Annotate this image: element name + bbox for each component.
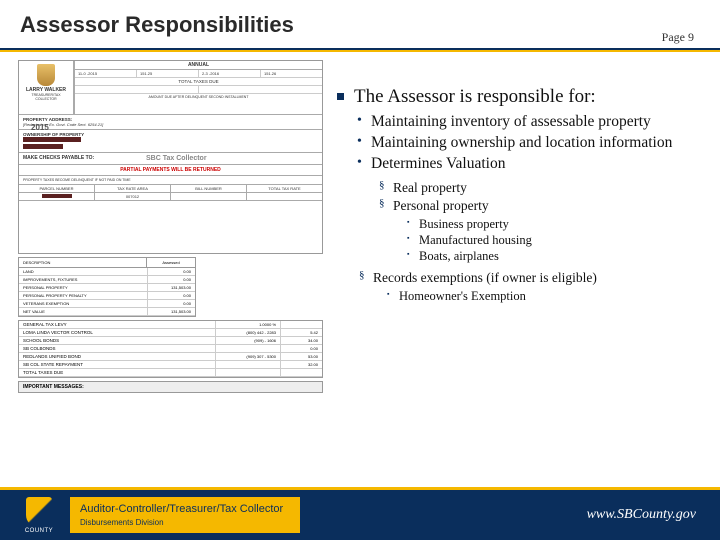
bullet-inventory: Maintaining inventory of assessable prop… — [357, 112, 702, 133]
col-rate-area: TAX RATE AREA — [95, 185, 171, 193]
amount-after-label: AMOUNT DUE AFTER DELINQUENT SECOND INSTA… — [75, 94, 322, 100]
bill-amt2: 151.26 — [261, 70, 322, 77]
footer-dept-sub: Disbursements Division — [80, 518, 290, 527]
assessed-table: DESCRIPTION Assessed LAND0.00IMPROVEMENT… — [18, 257, 196, 317]
sbc-payee: SBC Tax Collector — [146, 155, 207, 162]
table-row: LOMA LINDA VECTOR CONTROL(800) 442 - 228… — [19, 329, 322, 337]
important-msgs: IMPORTANT MESSAGES: — [18, 381, 323, 393]
table-row: SB COL STATE REPAYMENT32.00 — [19, 361, 322, 369]
bullet-ownership: Maintaining ownership and location infor… — [357, 133, 702, 154]
payto-label: MAKE CHECKS PAYABLE TO: — [23, 155, 94, 161]
county-seal-icon — [37, 64, 55, 86]
bullet-valuation: Determines Valuation — [357, 154, 702, 175]
sub-personal-property: Personal property — [379, 197, 702, 215]
table-row: SB COLBONDS0.00 — [19, 345, 322, 353]
table-row: IMPROVEMENTS, FIXTURES0.00 — [19, 276, 195, 284]
table-row: REDLANDS UNIFIED BOND(909) 307 - 530053.… — [19, 353, 322, 361]
prop-addr-val: [Redacted per Ex. Govt. Code Sect. 6254.… — [23, 122, 318, 127]
table-row: NET VALUE131,503.00 — [19, 308, 195, 316]
table-row: TOTAL TAXES DUE — [19, 369, 322, 377]
footer: COUNTY Auditor-Controller/Treasurer/Tax … — [0, 490, 720, 540]
tax-bill-image: 2015 LARRY WALKER TREASURER/TAX COLLECTO… — [18, 60, 323, 393]
page-title: Assessor Responsibilities — [20, 12, 700, 38]
table-row: PERSONAL PROPERTY PENALTY0.00 — [19, 292, 195, 300]
content-column: The Assessor is responsible for: Maintai… — [335, 60, 702, 393]
sub-mfg-housing: Manufactured housing — [407, 233, 702, 249]
levy-table: GENERAL TAX LEVY1.0000 %LOMA LINDA VECTO… — [18, 320, 323, 378]
assessor-role: TREASURER/TAX COLLECTOR — [21, 93, 71, 101]
square-bullet-icon — [337, 93, 344, 100]
sub-homeowner: Homeowner's Exemption — [387, 289, 702, 305]
col-bill-num: BILL NUMBER — [171, 185, 247, 193]
th-assessed: Assessed — [147, 258, 195, 267]
partial-warning: PARTIAL PAYMENTS WILL BE RETURNED — [19, 164, 322, 176]
sub-business: Business property — [407, 217, 702, 233]
col-parcel: PARCEL NUMBER — [19, 185, 95, 193]
footer-url: www.SBCounty.gov — [587, 507, 696, 523]
total-due-label: TOTAL TAXES DUE — [75, 78, 322, 86]
county-logo-icon: COUNTY — [18, 495, 60, 535]
footer-dept-title: Auditor-Controller/Treasurer/Tax Collect… — [80, 503, 290, 515]
page-number: Page 9 — [662, 30, 694, 45]
bullet-exemptions: Records exemptions (if owner is eligible… — [359, 269, 702, 287]
main-heading: The Assessor is responsible for: — [354, 86, 596, 108]
th-desc: DESCRIPTION — [19, 258, 147, 267]
bill-annual: ANNUAL — [75, 61, 322, 70]
redacted-bar — [23, 137, 81, 142]
table-row: GENERAL TAX LEVY1.0000 % — [19, 321, 322, 329]
sub-boats: Boats, airplanes — [407, 249, 702, 265]
bill-date2: 2-3 -2016 — [199, 70, 261, 77]
bill-amt1: 151.25 — [137, 70, 199, 77]
bill-date1: 11-0 -2015 — [75, 70, 137, 77]
table-row: SCHOOL BONDS(909) - 160634.00 — [19, 337, 322, 345]
county-label: COUNTY — [18, 528, 60, 534]
col-tax-rate: TOTAL TAX RATE — [247, 185, 322, 193]
table-row: VETERANS EXEMPTION0.00 — [19, 300, 195, 308]
redacted-bar — [23, 144, 63, 149]
sub-real-property: Real property — [379, 179, 702, 197]
table-row: LAND0.00 — [19, 268, 195, 276]
table-row: PERSONAL PROPERTY131,503.00 — [19, 284, 195, 292]
bill-year: 2015 — [31, 123, 49, 132]
